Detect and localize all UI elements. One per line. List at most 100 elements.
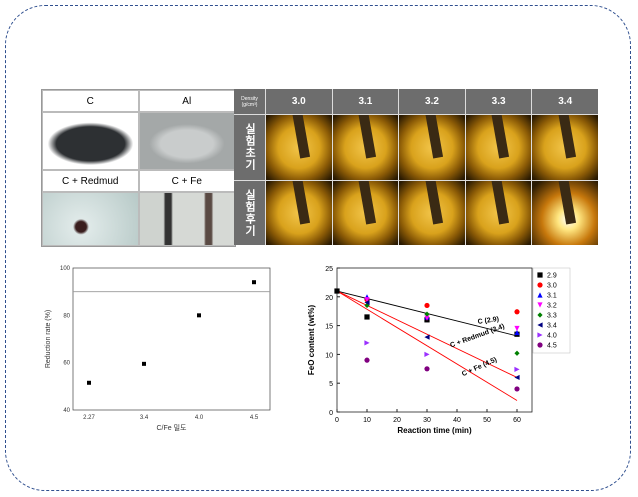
y-tick-label: 80: [63, 313, 70, 319]
data-point: [514, 386, 520, 392]
y-tick-label: 40: [63, 408, 70, 414]
legend-marker: [537, 322, 543, 328]
photo-c-fe: [138, 192, 235, 246]
x-tick-label: 0: [335, 417, 339, 424]
legend-label: 3.2: [547, 303, 557, 310]
x-tick-label: 4.5: [250, 415, 259, 421]
furnace-photo: [399, 115, 465, 180]
x-tick-label: 60: [513, 417, 521, 424]
x-tick-label: 20: [393, 417, 401, 424]
x-axis-label: Reaction time (min): [397, 426, 472, 435]
density-column-header: 3.4: [532, 89, 598, 114]
data-point: [364, 314, 370, 320]
data-point: [364, 299, 370, 306]
y-tick-label: 25: [325, 266, 333, 273]
x-tick-label: 10: [363, 417, 371, 424]
legend-label: 2.9: [547, 273, 557, 280]
x-axis-label: C/Fe 밀도: [157, 424, 188, 432]
label-al: Al: [138, 90, 235, 112]
data-point: [364, 302, 370, 309]
plot-frame: [336, 267, 533, 413]
fit-line-label: C (2.9): [477, 316, 499, 326]
data-point: [424, 302, 430, 309]
y-axis-label: Reduction rate (%): [45, 310, 52, 368]
plot-frame: [72, 267, 271, 411]
legend-marker: [537, 302, 543, 308]
data-point: [252, 280, 256, 285]
legend-box: [532, 267, 571, 354]
legend-marker: [537, 342, 543, 348]
data-point: [424, 334, 430, 340]
y-tick-label: 15: [325, 324, 333, 331]
furnace-photo: [266, 180, 332, 245]
legend-label: 3.1: [547, 293, 557, 300]
label-c: C: [42, 90, 139, 112]
furnace-photo: [332, 115, 399, 180]
data-point: [197, 313, 201, 318]
y-tick-label: 5: [329, 381, 333, 388]
data-point: [364, 340, 370, 346]
legend-label: 3.0: [547, 283, 557, 290]
fit-line-label: C + Redmud (3.4): [449, 323, 505, 349]
x-tick-label: 40: [453, 417, 461, 424]
density-column-header: 3.1: [332, 89, 399, 114]
density-header: Density (g/cm³): [234, 89, 265, 114]
legend-marker: [537, 282, 543, 288]
legend-label: 4.5: [547, 343, 557, 350]
photo-carbon: [42, 112, 139, 170]
legend-label: 3.4: [547, 323, 557, 330]
data-point: [424, 351, 430, 357]
data-point: [514, 309, 520, 315]
legend-label: 4.0: [547, 333, 557, 340]
legend-marker: [537, 312, 543, 318]
data-point: [424, 311, 430, 317]
data-point: [424, 315, 430, 321]
y-tick-label: 60: [63, 361, 70, 367]
furnace-photo-grid: Density (g/cm³) 3.0 3.1 3.2 3.3 3.4 실험초기 실험후기: [234, 89, 598, 245]
material-photo-grid: C Al C + Redmud C + Fe: [41, 89, 236, 247]
legend-marker: [537, 292, 543, 298]
data-point: [514, 329, 520, 336]
data-point: [514, 366, 520, 372]
data-point: [334, 288, 340, 294]
legend-marker: [537, 332, 543, 338]
furnace-photo: [332, 180, 399, 245]
reduction-rate-chart: 40 60 80 100 2.27 3.4 4.0 4.5 C/Fe 밀도 Reduction r…: [45, 266, 271, 432]
data-point: [514, 325, 520, 332]
furnace-photo: [465, 180, 532, 245]
feo-content-chart: 0 5 10 15 20 25 0 10 20 30 40 50 60 Reaction time (mi…: [307, 266, 571, 435]
x-tick-label: 4.0: [195, 415, 204, 421]
x-tick-label: 50: [483, 417, 491, 424]
label-c-redmud: C + Redmud: [42, 170, 139, 192]
furnace-photo: [532, 180, 598, 245]
dashed-frame: [5, 5, 631, 491]
fit-line: [336, 290, 518, 401]
density-column-header: 3.2: [399, 89, 465, 114]
data-point: [514, 374, 520, 381]
furnace-photo: [465, 115, 532, 180]
x-tick-label: 2.27: [83, 415, 95, 421]
y-tick-label: 10: [325, 352, 333, 359]
label-c-fe: C + Fe: [138, 170, 235, 192]
data-point: [364, 297, 370, 303]
y-axis-label: FeO content (wt%): [307, 305, 316, 376]
photo-c-redmud: [42, 192, 139, 246]
legend-marker: [537, 272, 543, 278]
photo-aluminum: [138, 112, 235, 170]
x-tick-label: 30: [423, 417, 431, 424]
data-point: [142, 361, 146, 366]
density-column-header: 3.3: [465, 89, 532, 114]
furnace-photo: [399, 180, 465, 245]
data-point: [364, 357, 370, 363]
data-point: [87, 380, 91, 385]
row-label: 실험후기: [234, 180, 265, 245]
density-column-header: 3.0: [266, 89, 332, 114]
y-tick-label: 100: [60, 266, 71, 272]
data-point: [514, 350, 520, 356]
y-tick-label: 0: [329, 410, 333, 417]
furnace-photo: [266, 115, 332, 180]
row-label: 실험초기: [234, 115, 265, 180]
furnace-photo: [532, 115, 598, 180]
data-point: [424, 366, 430, 372]
legend-label: 3.3: [547, 313, 557, 320]
